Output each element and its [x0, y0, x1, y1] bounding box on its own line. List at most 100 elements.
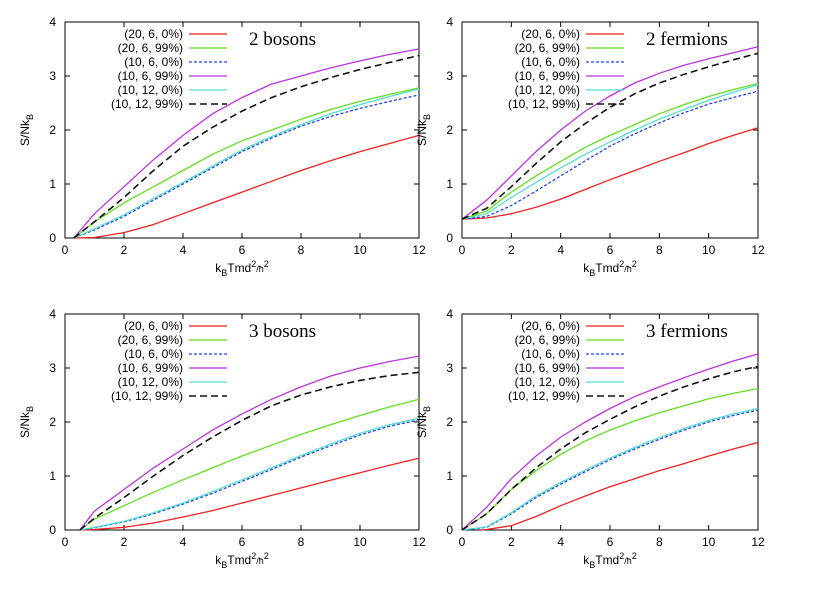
- x-tick-label: 0: [459, 243, 466, 257]
- x-tick-label: 12: [412, 243, 426, 257]
- x-tick-label: 6: [607, 535, 614, 549]
- series-line-3: [79, 419, 420, 531]
- x-axis-label: kBTmd2/ħ2: [583, 259, 637, 278]
- x-tick-label: 6: [607, 243, 614, 257]
- y-tick-label: 4: [49, 15, 56, 29]
- plot-frame: [461, 313, 759, 531]
- series-line-4: [461, 46, 759, 220]
- x-tick-label: 6: [239, 535, 246, 549]
- series-line-2: [79, 398, 420, 531]
- x-tick-label: 4: [180, 535, 187, 549]
- y-tick-label: 3: [49, 69, 56, 83]
- x-tick-label: 4: [180, 243, 187, 257]
- legend-label: (10, 6, 0%): [124, 55, 183, 69]
- series-line-6: [461, 365, 759, 531]
- x-tick-label: 8: [656, 243, 663, 257]
- y-axis-label: S/NkB: [415, 114, 432, 146]
- y-axis-label: S/NkB: [18, 406, 35, 438]
- series-line-2: [461, 387, 759, 531]
- x-tick-label: 4: [557, 535, 564, 549]
- legend-label: (20, 6, 0%): [521, 27, 580, 41]
- x-tick-label: 10: [353, 535, 367, 549]
- panel-title: 3 fermions: [646, 321, 728, 342]
- x-tick-label: 2: [121, 535, 128, 549]
- x-tick-label: 10: [353, 243, 367, 257]
- series-line-3: [73, 94, 420, 239]
- series-line-6: [79, 371, 420, 531]
- series-line-6: [73, 54, 420, 239]
- legend-label: (10, 6, 0%): [521, 55, 580, 69]
- series-line-2: [73, 87, 420, 239]
- legend-label: (20, 6, 99%): [515, 333, 580, 347]
- series-line-4: [73, 48, 420, 239]
- y-tick-label: 3: [446, 69, 453, 83]
- legend-label: (10, 12, 0%): [118, 83, 183, 97]
- x-tick-label: 2: [121, 243, 128, 257]
- legend-label: (10, 6, 99%): [515, 69, 580, 83]
- panel-title: 3 bosons: [249, 321, 316, 342]
- plot-frame: [461, 21, 759, 239]
- legend-label: (10, 12, 99%): [508, 389, 580, 403]
- series-line-3: [461, 409, 759, 531]
- legend-label: (10, 6, 99%): [118, 361, 183, 375]
- x-tick-label: 12: [751, 243, 765, 257]
- series-line-4: [79, 355, 420, 531]
- x-tick-label: 0: [62, 243, 69, 257]
- legend-label: (10, 12, 99%): [508, 97, 580, 111]
- y-tick-label: 1: [446, 469, 453, 483]
- series-line-5: [461, 407, 759, 531]
- x-tick-label: 12: [412, 535, 426, 549]
- panel-title: 2 bosons: [249, 29, 316, 50]
- y-tick-label: 1: [49, 469, 56, 483]
- legend-label: (10, 12, 99%): [111, 97, 183, 111]
- legend-label: (10, 6, 99%): [515, 361, 580, 375]
- x-tick-label: 8: [298, 243, 305, 257]
- legend-label: (10, 6, 0%): [521, 347, 580, 361]
- y-tick-label: 3: [446, 361, 453, 375]
- legend-label: (10, 6, 0%): [124, 347, 183, 361]
- y-tick-label: 4: [49, 307, 56, 321]
- legend-label: (20, 6, 99%): [118, 333, 183, 347]
- x-tick-label: 6: [239, 243, 246, 257]
- y-tick-label: 2: [49, 123, 56, 137]
- y-tick-label: 0: [446, 231, 453, 245]
- legend-label: (10, 12, 0%): [515, 375, 580, 389]
- y-tick-label: 0: [49, 523, 56, 537]
- series-line-1: [481, 441, 759, 531]
- x-axis-label: kBTmd2/ħ2: [215, 551, 269, 570]
- legend-label: (20, 6, 99%): [118, 41, 183, 55]
- series-line-1: [73, 134, 420, 239]
- x-axis-label: kBTmd2/ħ2: [215, 259, 269, 278]
- x-tick-label: 0: [62, 535, 69, 549]
- series-line-2: [461, 82, 759, 220]
- x-tick-label: 8: [298, 535, 305, 549]
- y-tick-label: 2: [446, 415, 453, 429]
- legend-label: (10, 12, 99%): [111, 389, 183, 403]
- x-tick-label: 2: [508, 243, 515, 257]
- series-line-4: [461, 353, 759, 531]
- legend-label: (20, 6, 99%): [515, 41, 580, 55]
- y-tick-label: 2: [49, 415, 56, 429]
- series-line-5: [461, 83, 759, 220]
- panel-title: 2 fermions: [646, 29, 728, 50]
- y-tick-label: 0: [49, 231, 56, 245]
- x-tick-label: 4: [557, 243, 564, 257]
- legend-label: (10, 6, 99%): [118, 69, 183, 83]
- y-tick-label: 1: [49, 177, 56, 191]
- y-axis-label: S/NkB: [415, 406, 432, 438]
- y-tick-label: 1: [446, 177, 453, 191]
- x-tick-label: 2: [508, 535, 515, 549]
- y-tick-label: 4: [446, 307, 453, 321]
- x-tick-label: 10: [702, 535, 716, 549]
- series-line-3: [461, 90, 759, 220]
- x-axis-label: kBTmd2/ħ2: [583, 551, 637, 570]
- x-tick-label: 0: [459, 535, 466, 549]
- legend-label: (10, 12, 0%): [515, 83, 580, 97]
- y-tick-label: 2: [446, 123, 453, 137]
- series-line-5: [73, 88, 420, 239]
- y-tick-label: 0: [446, 523, 453, 537]
